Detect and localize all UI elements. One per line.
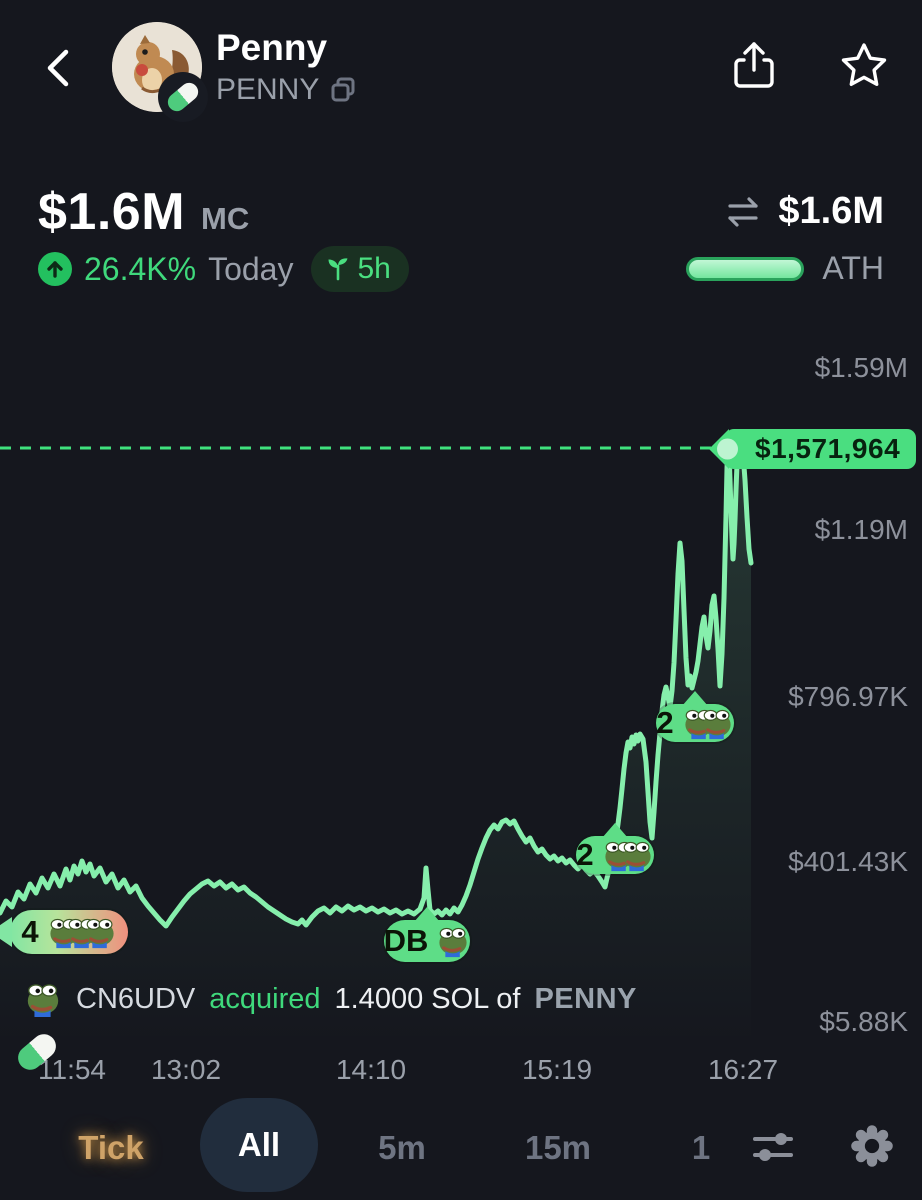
token-symbol: PENNY <box>216 72 320 106</box>
token-name: Penny <box>216 27 328 68</box>
marker-stem <box>414 907 440 922</box>
favorite-button[interactable] <box>838 40 890 97</box>
change-percent: 26.4K% <box>84 250 197 287</box>
x-axis-label-0: 11:54 <box>38 1054 106 1085</box>
copy-address-icon[interactable] <box>329 76 357 104</box>
marker-frog-emojis <box>602 838 654 872</box>
marker-stem <box>682 691 708 706</box>
up-arrow-badge <box>38 252 72 286</box>
pill-emoji-icon <box>13 1029 61 1075</box>
ath-price-value: $1,571,964 <box>755 433 901 464</box>
marker-frog-emojis <box>436 924 470 958</box>
marker-label: DB <box>383 923 429 958</box>
x-axis-label-3: 15:19 <box>521 1054 593 1085</box>
timeframe-1[interactable]: 1 <box>691 1129 711 1166</box>
chart-area-fill <box>0 444 751 1045</box>
star-icon <box>841 43 887 86</box>
ath-label: ATH <box>822 250 884 286</box>
y-axis-label-0: $1.59M <box>814 352 908 383</box>
timeframe-15m[interactable]: 15m <box>524 1129 592 1166</box>
ath-price-tag: $1,571,964 <box>709 429 917 469</box>
market-cap-label: MC <box>201 201 250 236</box>
market-cap-value: $1.6M <box>38 183 186 241</box>
timeframe-tick[interactable]: Tick <box>78 1129 144 1166</box>
y-axis-label-4: $5.88K <box>819 1006 908 1037</box>
sliders-icon <box>753 1133 793 1161</box>
trade-marker-2-3[interactable]: 2 <box>656 691 734 742</box>
x-axis-label-1: 13:02 <box>150 1054 222 1085</box>
price-tag-dot <box>717 438 738 460</box>
marker-label: 2 <box>656 705 674 740</box>
gear-icon <box>851 1125 893 1167</box>
share-icon <box>734 42 774 88</box>
x-axis-label-4: 16:27 <box>707 1054 779 1085</box>
marker-frog-emojis <box>47 915 117 949</box>
y-axis-label-3: $401.43K <box>788 846 908 877</box>
y-axis-label-1: $1.19M <box>814 514 908 545</box>
platform-pill-badge <box>158 72 208 122</box>
converted-mc-value: $1.6M <box>778 190 884 232</box>
marker-label: 2 <box>576 837 594 872</box>
chart-settings-button[interactable] <box>750 1124 796 1175</box>
timeframe-all-selected[interactable]: All <box>200 1098 318 1192</box>
ath-progress-bar <box>686 256 805 281</box>
marker-tip-left <box>0 917 12 947</box>
token-age: 5h <box>357 252 391 285</box>
trade-marker-db-1[interactable]: DB <box>383 907 470 962</box>
trade-feed-item[interactable]: CN6UDV acquired 1.4000 SOL of PENNY <box>24 980 637 1018</box>
x-axis-label-2: 14:10 <box>335 1054 407 1085</box>
arrow-up-icon <box>47 261 63 278</box>
chevron-left-icon <box>47 49 69 87</box>
price-line <box>0 441 754 929</box>
token-age-badge: 5h <box>311 246 409 292</box>
trade-marker-2-2[interactable]: 2 <box>576 823 654 874</box>
back-button[interactable] <box>36 44 80 92</box>
marker-stem <box>602 823 628 838</box>
frog-emoji-icon <box>26 983 60 1018</box>
swap-currency-icon[interactable] <box>722 193 764 231</box>
seedling-icon <box>328 258 348 281</box>
trade-marker-4-0[interactable]: 4 <box>0 910 128 954</box>
price-chart[interactable]: $1.59M $1.19M $796.97K $401.43K $5.88K 4 DB 2 2… <box>0 330 922 1090</box>
frog-emoji-icon <box>621 840 652 872</box>
pill-icon <box>164 79 202 115</box>
frog-emoji-icon <box>84 917 115 949</box>
frog-emoji-icon <box>438 926 469 958</box>
change-period: Today <box>208 250 294 287</box>
settings-button[interactable] <box>846 1120 898 1177</box>
feed-amount: 1.4000 SOL of <box>334 982 521 1015</box>
y-axis-label-2: $796.97K <box>788 681 908 712</box>
marker-frog-emojis <box>682 706 734 740</box>
share-button[interactable] <box>730 40 778 97</box>
marker-label: 4 <box>21 914 39 949</box>
frog-emoji-icon <box>701 708 732 740</box>
feed-wallet: CN6UDV <box>76 982 196 1015</box>
feed-token: PENNY <box>534 982 637 1015</box>
timeframe-5m[interactable]: 5m <box>378 1129 426 1166</box>
timeframe-toolbar: Tick All 5m 15m 1 <box>0 1096 922 1200</box>
feed-action: acquired <box>209 982 321 1015</box>
